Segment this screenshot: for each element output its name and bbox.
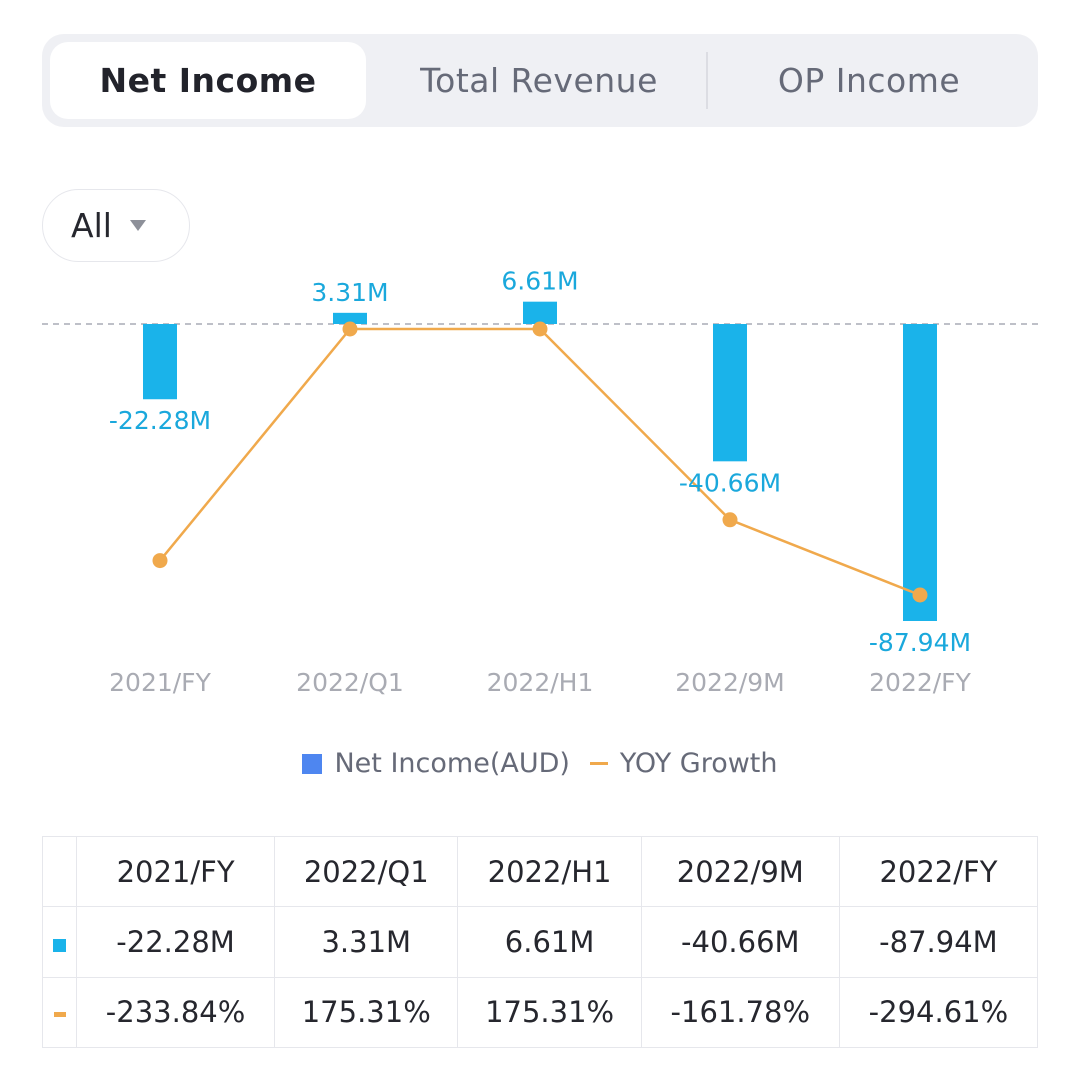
chart-legend: Net Income(AUD) YOY Growth (0, 748, 1080, 779)
line-swatch-icon (589, 762, 608, 765)
table-cell: 6.61M (457, 906, 642, 978)
x-tick-label: 2022/9M (675, 668, 785, 697)
line-marker-cell (42, 976, 77, 1049)
legend-item-net-income[interactable]: Net Income(AUD) (302, 748, 570, 779)
bar-marker-cell (42, 906, 77, 978)
bar-swatch-icon (302, 753, 323, 774)
tab-net-income[interactable]: Net Income (50, 42, 366, 119)
table-header: 2021/FY (75, 835, 276, 908)
bar-value-label: -22.28M (109, 406, 211, 435)
metric-tabs: Net Income Total Revenue OP Income (42, 34, 1038, 127)
yoy-point-2022/FY[interactable] (912, 587, 928, 603)
table-cell: -161.78% (640, 976, 840, 1049)
caret-down-icon (129, 220, 146, 231)
tab-divider (706, 52, 708, 109)
data-table: 2021/FY 2022/Q1 2022/H1 2022/9M 2022/FY … (42, 835, 1039, 1049)
table-corner-cell (42, 835, 77, 908)
bar-marker-icon (53, 938, 66, 952)
table-header: 2022/Q1 (274, 835, 459, 908)
table-row-net-income: -22.28M 3.31M 6.61M -40.66M -87.94M (42, 906, 1039, 978)
bar-value-label: -87.94M (869, 628, 971, 657)
yoy-growth-line (159, 327, 921, 597)
net-income-chart: -22.28M 3.31M 6.61M -40.66M -87.94M 2021/FY 2… (42, 267, 1038, 697)
table-cell: -233.84% (75, 976, 276, 1049)
table-header: 2022/FY (838, 835, 1039, 908)
tab-op-income[interactable]: OP Income (777, 61, 961, 100)
table-header: 2022/H1 (457, 835, 642, 908)
bar-2022/H1[interactable] (523, 301, 557, 324)
bar-2022/Q1[interactable] (333, 312, 367, 324)
yoy-point-2022/H1[interactable] (532, 321, 548, 337)
table-header-row: 2021/FY 2022/Q1 2022/H1 2022/9M 2022/FY (42, 835, 1039, 908)
bar-2021/FY[interactable] (143, 324, 177, 400)
x-tick-label: 2022/H1 (487, 668, 594, 697)
x-tick-label: 2022/FY (869, 668, 971, 697)
table-cell: 175.31% (457, 976, 642, 1049)
bar-value-label: 3.31M (311, 278, 388, 307)
legend-label-yoy-growth: YOY Growth (619, 748, 778, 779)
bar-2022/FY[interactable] (903, 324, 937, 621)
x-tick-label: 2021/FY (109, 668, 211, 697)
table-cell: 3.31M (274, 906, 459, 978)
table-cell: -40.66M (640, 906, 840, 978)
table-cell: -294.61% (838, 976, 1039, 1049)
legend-label-net-income: Net Income(AUD) (334, 748, 570, 779)
period-filter-value: All (71, 206, 112, 245)
bar-value-label: -40.66M (679, 468, 781, 497)
tab-total-revenue[interactable]: Total Revenue (420, 61, 658, 100)
table-header: 2022/9M (640, 835, 840, 908)
x-tick-label: 2022/Q1 (296, 668, 404, 697)
yoy-point-2021/FY[interactable] (152, 553, 168, 569)
yoy-point-2022/9M[interactable] (722, 512, 738, 528)
table-cell: -87.94M (838, 906, 1039, 978)
bar-2022/9M[interactable] (713, 324, 747, 462)
period-filter-dropdown[interactable]: All (42, 189, 190, 262)
bar-value-label: 6.61M (501, 267, 578, 296)
yoy-point-2022/Q1[interactable] (342, 321, 358, 337)
table-cell: 175.31% (274, 976, 459, 1049)
table-cell: -22.28M (75, 906, 276, 978)
legend-item-yoy-growth[interactable]: YOY Growth (589, 748, 778, 779)
table-row-yoy-growth: -233.84% 175.31% 175.31% -161.78% -294.6… (42, 976, 1039, 1049)
line-marker-icon (53, 1011, 66, 1017)
